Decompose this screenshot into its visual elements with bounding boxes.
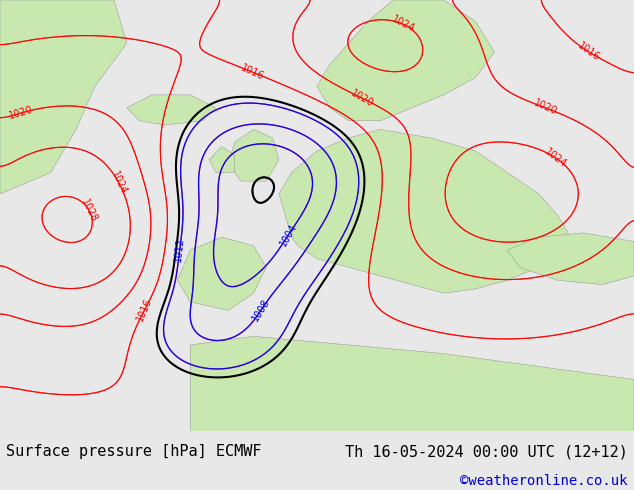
Text: 1016: 1016: [576, 41, 602, 63]
Text: 1020: 1020: [349, 88, 375, 108]
Polygon shape: [507, 233, 634, 285]
Text: 1004: 1004: [278, 222, 299, 248]
Text: 1020: 1020: [532, 98, 558, 117]
Polygon shape: [209, 147, 235, 172]
Polygon shape: [190, 336, 634, 431]
Polygon shape: [317, 0, 495, 121]
Text: 1024: 1024: [390, 14, 416, 34]
Text: 1016: 1016: [239, 63, 266, 82]
Text: 1020: 1020: [8, 105, 34, 121]
Text: 1024: 1024: [109, 170, 129, 196]
Text: Th 16-05-2024 00:00 UTC (12+12): Th 16-05-2024 00:00 UTC (12+12): [345, 444, 628, 459]
Text: Surface pressure [hPa] ECMWF: Surface pressure [hPa] ECMWF: [6, 444, 262, 459]
Polygon shape: [178, 237, 266, 311]
Polygon shape: [0, 0, 127, 194]
Polygon shape: [127, 95, 216, 125]
Text: 1024: 1024: [543, 147, 568, 170]
Text: 1012: 1012: [174, 237, 186, 262]
Text: 1008: 1008: [250, 297, 272, 323]
Text: 1028: 1028: [79, 197, 99, 223]
Text: ©weatheronline.co.uk: ©weatheronline.co.uk: [460, 474, 628, 488]
Polygon shape: [279, 129, 571, 293]
Polygon shape: [228, 129, 279, 181]
Text: 1016: 1016: [135, 297, 154, 323]
